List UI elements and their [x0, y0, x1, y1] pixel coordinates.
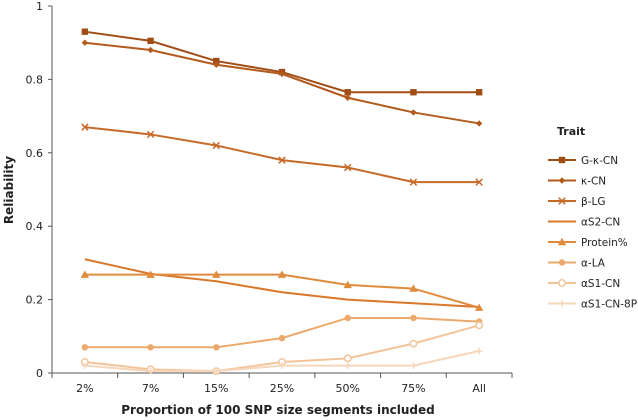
data-point [80, 270, 90, 278]
data-point [558, 300, 566, 307]
data-point [278, 334, 286, 342]
legend-label: αS1-CN [581, 278, 620, 290]
data-point [344, 314, 351, 322]
data-point [81, 362, 89, 369]
y-tick-label: 0 [36, 367, 43, 380]
data-point [475, 321, 484, 330]
legend-item-as2-cn: αS2-CN [548, 217, 620, 229]
data-point [343, 354, 352, 363]
legend-label: β-LG [581, 196, 605, 208]
legend-title: Trait [557, 125, 585, 138]
legend-item-beta-lg: β-LG [548, 196, 605, 208]
legend-label: αS2-CN [581, 217, 620, 229]
y-tick-label: 1 [36, 0, 43, 13]
data-point [558, 259, 566, 266]
x-tick-label: 75% [401, 382, 425, 395]
series-line [84, 126, 480, 184]
x-tick-label: 7% [142, 382, 159, 395]
data-point [81, 123, 89, 131]
y-tick-label: 0.6 [26, 147, 44, 160]
data-point [344, 89, 351, 96]
data-point [558, 279, 566, 287]
data-point [409, 339, 418, 348]
data-point [475, 347, 483, 355]
data-point [409, 178, 418, 186]
data-point [213, 344, 220, 351]
data-point [410, 109, 417, 116]
legend-item-kappa-cn: κ-CN [548, 176, 606, 188]
series-kappa-cn [81, 39, 483, 127]
legend-label: α-LA [581, 258, 606, 270]
series-alpha-la [81, 314, 483, 351]
data-point [212, 141, 221, 150]
x-tick-label: 15% [204, 382, 228, 395]
series-line [84, 41, 480, 125]
legend: G-κ-CN κ-CN β-LG αS2-CN Protein% α-LA αS1-CN αS… [548, 155, 637, 311]
data-point [278, 70, 286, 78]
data-point [474, 303, 484, 311]
legend-item-as1-cn: αS1-CN [548, 278, 620, 290]
data-point [213, 61, 220, 68]
series-line [84, 30, 480, 94]
data-point [344, 94, 351, 101]
x-tick-label: 50% [335, 382, 359, 395]
data-point [475, 89, 483, 96]
y-tick-label: 0.2 [26, 294, 44, 307]
data-point [278, 156, 286, 164]
data-point [81, 39, 89, 46]
data-point [81, 344, 89, 351]
data-point [147, 367, 154, 375]
legend-item-protein: Protein% [548, 237, 628, 249]
x-tick-label: All [472, 382, 486, 395]
series-line [84, 316, 480, 349]
data-point [409, 284, 418, 292]
axes: 0 0.2 0.4 0.6 0.8 1 2% 7% 15% 25% 50% 75% All [26, 0, 513, 395]
x-tick-label: 2% [76, 382, 93, 395]
data-point [343, 163, 352, 172]
x-tick-label: 25% [270, 382, 294, 395]
y-tick-label: 0.8 [26, 73, 44, 86]
y-axis-title: Reliability [2, 156, 16, 224]
data-point [146, 130, 155, 139]
series-layer [80, 28, 484, 376]
data-point [558, 197, 566, 205]
series-as1-cn-8p [81, 347, 483, 375]
series-as2-cn [84, 258, 480, 308]
legend-label: αS1-CN-8P [581, 299, 637, 311]
data-point [277, 270, 287, 278]
data-point [558, 156, 566, 164]
series-line [84, 258, 480, 308]
data-point [213, 367, 220, 375]
series-g-kappa-cn [81, 28, 483, 96]
x-axis-title: Proportion of 100 SNP size segments incl… [121, 403, 434, 417]
data-point [557, 237, 567, 246]
legend-item-g-kappa-cn: G-κ-CN [548, 155, 618, 167]
data-point [146, 270, 155, 278]
data-point [344, 362, 351, 369]
data-point [475, 120, 483, 127]
data-point [343, 280, 352, 289]
legend-label: G-κ-CN [581, 155, 618, 167]
data-point [475, 178, 483, 186]
legend-item-as1-cn-8p: αS1-CN-8P [548, 299, 637, 311]
series-beta-lg [81, 123, 483, 186]
data-point [278, 362, 286, 369]
data-point [81, 28, 89, 35]
series-protein [80, 270, 484, 311]
data-point [147, 37, 154, 45]
legend-item-alpha-la: α-LA [548, 258, 606, 270]
data-point [213, 57, 220, 65]
data-point [410, 362, 417, 369]
data-point [147, 344, 154, 351]
y-tick-label: 0.4 [26, 220, 44, 233]
data-point [410, 314, 417, 322]
data-point [212, 270, 221, 278]
legend-label: Protein% [581, 237, 628, 249]
data-point [410, 89, 417, 96]
data-point [147, 46, 154, 54]
legend-label: κ-CN [581, 176, 606, 188]
data-point [558, 177, 566, 184]
